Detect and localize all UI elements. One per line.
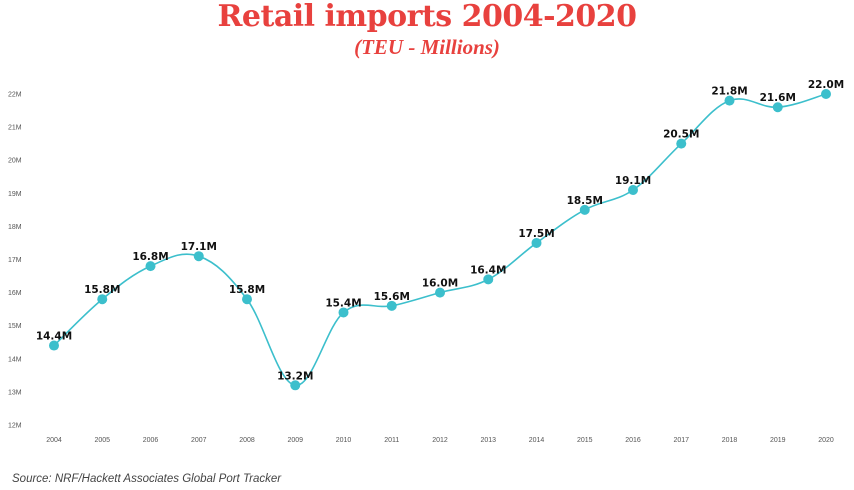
x-tick-label: 2019 bbox=[770, 437, 786, 444]
data-point bbox=[772, 102, 783, 113]
data-label: 15.8M bbox=[84, 284, 120, 296]
x-tick-label: 2009 bbox=[287, 437, 303, 444]
x-tick-label: 2018 bbox=[722, 437, 738, 444]
data-point bbox=[579, 204, 590, 215]
data-label: 21.8M bbox=[711, 86, 747, 98]
data-label: 15.4M bbox=[325, 297, 361, 309]
x-tick-label: 2008 bbox=[239, 437, 255, 444]
data-labels: 14.4M 15.8M 16.8M 17.1M 15.8M 13.2M 15.4M 15.6M… bbox=[36, 79, 844, 382]
y-tick-label: 20M bbox=[8, 158, 22, 165]
y-tick-label: 22M bbox=[8, 92, 22, 99]
data-label: 17.5M bbox=[518, 228, 554, 240]
data-point bbox=[821, 89, 831, 99]
x-tick-label: 2013 bbox=[480, 437, 496, 444]
data-label: 20.5M bbox=[663, 129, 699, 141]
data-label: 15.8M bbox=[229, 284, 265, 296]
data-label: 17.1M bbox=[181, 241, 217, 253]
series-line bbox=[53, 93, 827, 387]
data-point-markers bbox=[49, 89, 831, 391]
data-label: 21.6M bbox=[760, 92, 796, 104]
data-point bbox=[49, 340, 59, 351]
y-tick-label: 14M bbox=[8, 356, 22, 363]
y-tick-label: 19M bbox=[8, 191, 22, 198]
data-label: 19.1M bbox=[615, 175, 651, 187]
data-point bbox=[628, 184, 638, 195]
y-tick-label: 16M bbox=[8, 290, 22, 297]
y-tick-label: 17M bbox=[8, 257, 22, 264]
data-point bbox=[338, 307, 349, 318]
data-point bbox=[435, 287, 445, 298]
x-tick-label: 2020 bbox=[818, 437, 834, 444]
x-tick-label: 2015 bbox=[577, 437, 593, 444]
y-tick-label: 15M bbox=[8, 323, 22, 330]
x-tick-label: 2010 bbox=[336, 437, 352, 444]
source-note: Source: NRF/Hackett Associates Global Po… bbox=[12, 473, 282, 485]
x-tick-label: 2016 bbox=[625, 437, 641, 444]
data-label: 13.2M bbox=[277, 370, 313, 382]
y-axis-tick-labels: 12M 13M 14M 15M 16M 17M 18M 19M 20M 21M 22M bbox=[8, 92, 22, 430]
data-point bbox=[242, 294, 252, 305]
y-tick-label: 13M bbox=[8, 389, 22, 396]
data-label: 16.4M bbox=[470, 264, 506, 276]
x-axis-tick-labels: 2004 2005 2006 2007 2008 2009 2010 2011 2012 2013… bbox=[46, 437, 834, 444]
y-tick-label: 18M bbox=[8, 224, 22, 231]
data-point bbox=[531, 237, 542, 248]
y-tick-label: 12M bbox=[8, 423, 22, 430]
data-label: 18.5M bbox=[567, 195, 603, 207]
data-point bbox=[193, 251, 204, 262]
chart-subtitle: (TEU - Millions) bbox=[354, 35, 500, 59]
data-point bbox=[676, 138, 687, 149]
x-tick-label: 2011 bbox=[384, 437, 399, 444]
data-label: 14.4M bbox=[36, 331, 72, 343]
x-tick-label: 2006 bbox=[143, 437, 159, 444]
data-label: 22.0M bbox=[808, 79, 844, 91]
x-tick-label: 2005 bbox=[94, 437, 110, 444]
data-label: 16.0M bbox=[422, 278, 458, 290]
y-tick-label: 21M bbox=[8, 125, 22, 132]
chart-title: Retail imports 2004-2020 bbox=[217, 0, 637, 34]
x-tick-label: 2004 bbox=[46, 437, 62, 444]
data-point bbox=[724, 95, 735, 106]
data-label: 15.6M bbox=[374, 291, 410, 303]
data-point bbox=[386, 300, 397, 311]
data-point bbox=[483, 274, 494, 285]
data-label: 16.8M bbox=[132, 251, 168, 263]
x-tick-label: 2014 bbox=[529, 437, 545, 444]
data-point bbox=[145, 261, 156, 272]
data-point bbox=[97, 294, 108, 305]
x-tick-label: 2017 bbox=[673, 437, 689, 444]
x-tick-label: 2007 bbox=[191, 437, 207, 444]
data-point bbox=[290, 380, 301, 391]
x-tick-label: 2012 bbox=[432, 437, 448, 444]
